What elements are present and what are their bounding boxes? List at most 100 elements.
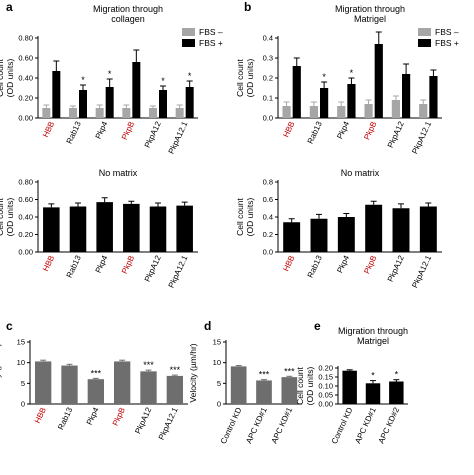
significance-marker: *** [170, 365, 181, 375]
category-label: PkpA12 [143, 254, 163, 284]
category-label: Pkp4 [85, 406, 101, 427]
y-tick-label: 0.40 [18, 74, 33, 83]
y-tick-label: 0.0 [263, 114, 273, 123]
category-label: Rab13 [65, 254, 83, 280]
y-axis-label: (OD units) [305, 366, 315, 405]
category-label: HBB [41, 254, 56, 273]
panel-letter-b: b [244, 0, 251, 14]
panel-title: Migration through [338, 326, 408, 336]
category-label: Rab13 [65, 120, 83, 146]
bar [52, 71, 61, 118]
category-label: PkpB [362, 254, 378, 275]
y-tick-label: 0.1 [263, 94, 273, 103]
bar [61, 365, 78, 404]
legend-label: FBS – [199, 27, 223, 37]
bar [365, 383, 381, 404]
y-axis-label: (OD units) [5, 197, 15, 236]
category-label: PkpA12.1 [167, 120, 190, 156]
significance-marker: * [161, 76, 165, 86]
y-tick-label: 0.00 [18, 248, 33, 257]
category-label: APC KD#1 [244, 406, 269, 445]
bar [96, 202, 113, 252]
category-label: HBB [281, 120, 296, 139]
significance-marker: * [188, 71, 192, 81]
bar [79, 90, 87, 118]
significance-marker: * [350, 68, 354, 78]
bar [389, 381, 404, 404]
panel-title: collagen [111, 14, 145, 24]
bar [95, 108, 104, 118]
y-tick-label: 0.6 [263, 195, 273, 204]
bar [43, 207, 60, 252]
category-label: Control KD [330, 406, 355, 445]
bar [365, 204, 383, 252]
bar [149, 108, 157, 118]
chart-panel-a_bottom: No matrix Cell count (OD units) 0.00 0.20 0.4… [0, 168, 198, 289]
y-tick-label: 0.05 [318, 391, 333, 400]
bar [166, 375, 183, 404]
significance-marker: * [395, 370, 399, 380]
y-tick-label: 0.15 [318, 373, 333, 382]
y-tick-label: 0 [217, 400, 221, 409]
category-label: Pkp4 [335, 120, 351, 141]
category-label: Rab13 [56, 406, 74, 432]
bar [132, 62, 141, 118]
y-tick-label: 0.4 [263, 213, 273, 222]
y-tick-label: 0.2 [263, 230, 273, 239]
panel-title: Matrigel [357, 336, 389, 346]
y-tick-label: 5 [217, 379, 221, 388]
y-tick-label: 15 [17, 338, 25, 347]
y-tick-label: 5 [21, 379, 25, 388]
y-tick-label: 0.40 [18, 213, 33, 222]
y-tick-label: 0.2 [263, 74, 273, 83]
bar [185, 87, 194, 118]
category-label: PkpB [111, 406, 127, 427]
bar [283, 222, 301, 252]
category-label: Rab13 [306, 120, 324, 146]
y-tick-label: 10 [17, 358, 25, 367]
category-label: Pkp4 [335, 254, 351, 275]
bar [429, 76, 438, 118]
bar [175, 108, 184, 118]
y-tick-label: 0.10 [318, 382, 333, 391]
y-tick-label: 15 [213, 338, 221, 347]
legend-swatch [418, 39, 431, 47]
panel-letter-c: c [6, 319, 13, 333]
panel-title: No matrix [99, 168, 138, 178]
y-axis-label: (OD units) [245, 58, 255, 97]
bar [374, 44, 383, 118]
panel-letter-d: d [204, 319, 211, 333]
y-tick-label: 0.8 [263, 178, 273, 187]
bar [114, 361, 131, 404]
significance-marker: *** [284, 366, 295, 376]
bar [123, 203, 140, 252]
bar [281, 377, 298, 404]
category-label: Control KD [219, 406, 244, 445]
bar [159, 90, 167, 118]
y-tick-label: 0.00 [18, 114, 33, 123]
category-label: PkpA12.1 [157, 406, 180, 442]
category-label: PkpA12 [386, 254, 406, 284]
category-label: HBB [281, 254, 296, 273]
bar [256, 380, 272, 404]
category-label: PkpA12.1 [410, 254, 433, 290]
category-label: Rab13 [306, 254, 324, 280]
chart-panel-c: c Velocity (µm/hr) 0 5 10 15 *** *** *** HBB Rab13… [0, 319, 188, 441]
bar [122, 108, 131, 118]
bar [337, 106, 346, 118]
y-axis-label: Cell count [0, 58, 5, 96]
bar [337, 217, 355, 252]
y-axis-label: Cell count [235, 197, 245, 235]
y-tick-label: 0.4 [263, 34, 273, 43]
significance-marker: * [322, 72, 326, 82]
bar [69, 206, 87, 252]
significance-marker: *** [259, 370, 270, 380]
category-label: HBB [33, 406, 48, 425]
bar [105, 87, 114, 118]
category-label: PkpB [362, 120, 378, 141]
legend-label: FBS + [435, 38, 459, 48]
bar [282, 106, 291, 118]
